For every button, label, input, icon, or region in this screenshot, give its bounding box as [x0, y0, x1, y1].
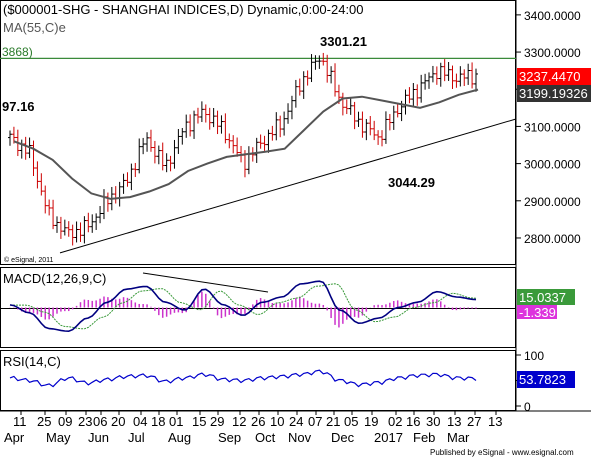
rsi-tick-label: 100: [524, 349, 544, 363]
x-month-label: Nov: [288, 430, 312, 445]
rsi-panel-frame: [0, 350, 516, 411]
x-month-label: Feb: [413, 430, 435, 445]
x-day-label: 16: [406, 414, 420, 429]
price-tick-label: 2900.0000: [524, 195, 581, 209]
x-day-label: 10: [270, 414, 284, 429]
x-month-label: Jul: [128, 430, 145, 445]
rsi-badge: [517, 371, 575, 388]
x-month-label: Aug: [168, 430, 191, 445]
x-month-label: Dec: [331, 430, 355, 445]
x-month-label: Sep: [218, 430, 241, 445]
x-month-label: Oct: [255, 430, 276, 445]
x-day-label: 13: [488, 414, 502, 429]
x-day-label: 21: [326, 414, 340, 429]
rsi-tick-label: 0: [524, 400, 531, 414]
publisher-footer: Published by eSignal - www.esignal.com: [430, 448, 574, 457]
low-annotation: 3044.29: [388, 175, 435, 190]
x-day-label: 30: [426, 414, 440, 429]
x-day-label: 13: [447, 414, 461, 429]
macd-signal-line: [10, 283, 477, 330]
price-tick-label: 3300.0000: [524, 46, 581, 60]
high-annotation: 3301.21: [320, 34, 367, 49]
rsi-value: 53.7823: [519, 372, 566, 387]
price-tick-label: 3100.0000: [524, 120, 581, 134]
ma-price-text: 3199.19326: [519, 86, 588, 101]
price-tick-label: 2800.0000: [524, 232, 581, 246]
macd-line: [9, 280, 477, 333]
rsi-label: RSI(14,C): [3, 354, 61, 369]
x-day-label: 19: [364, 414, 378, 429]
x-day-label: 04: [133, 414, 147, 429]
x-day-label: 29: [210, 414, 224, 429]
x-day-label: 23: [78, 414, 92, 429]
x-month-label: May: [46, 430, 71, 445]
hline-label: 3868): [2, 45, 33, 59]
x-day-label: 27: [467, 414, 481, 429]
x-month-label: Mar: [447, 430, 470, 445]
x-day-label: 24: [289, 414, 303, 429]
price-tick-label: 3000.0000: [524, 158, 581, 172]
rsi-line: [9, 369, 477, 388]
x-day-label: 15: [192, 414, 206, 429]
x-month-label: Jun: [88, 430, 109, 445]
macd-trend-line: [142, 272, 269, 293]
left-value-label: 97.16: [2, 99, 35, 114]
macd-value: 15.0337: [519, 290, 566, 305]
x-day-label: 12: [232, 414, 246, 429]
x-day-label: 18: [151, 414, 165, 429]
chart-title: ($000001-SHG - SHANGHAI INDICES,D) Dynam…: [3, 2, 364, 17]
x-day-label: 11: [13, 414, 27, 429]
x-day-label: 07: [308, 414, 322, 429]
uptrend-line: [59, 118, 517, 254]
x-month-label: 2017: [374, 430, 403, 445]
signal-value: -1.339: [519, 305, 556, 320]
x-day-label: 26: [251, 414, 265, 429]
x-day-label: 01: [169, 414, 183, 429]
price-panel-frame: [0, 0, 516, 265]
ma-line: [13, 88, 479, 200]
last-price-badge: [517, 68, 591, 85]
x-day-label: 02: [388, 414, 402, 429]
signal-badge: [517, 305, 557, 319]
price-tick-label: 3400.0000: [524, 9, 581, 23]
x-day-label: 20: [111, 414, 125, 429]
x-day-label: 06: [93, 414, 107, 429]
ma-label: MA(55,C)e: [3, 20, 66, 35]
x-day-label: 09: [58, 414, 72, 429]
x-day-label: 25: [37, 414, 51, 429]
copyright-label: © eSignal, 2011: [4, 256, 54, 264]
x-day-label: 05: [344, 414, 358, 429]
macd-badge: [517, 289, 575, 305]
macd-label: MACD(12,26,9,C): [3, 271, 106, 286]
last-price-text: 3237.4470: [519, 69, 580, 84]
ma-price-badge: [517, 85, 591, 102]
x-month-label: Apr: [4, 430, 25, 445]
